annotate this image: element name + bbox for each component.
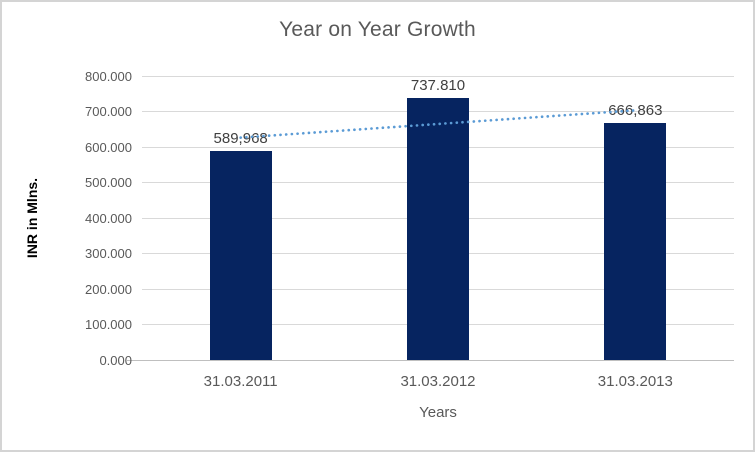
data-label-31.03.2013: 666,863	[608, 102, 663, 120]
y-tick-label: 700.000	[85, 104, 132, 119]
x-tick-label-31.03.2011: 31.03.2011	[203, 373, 278, 390]
x-tick-label-31.03.2013: 31.03.2013	[597, 373, 673, 390]
bar-31.03.2013	[604, 123, 667, 360]
plot-area: 589,968 737.810 666,863	[142, 75, 734, 360]
x-axis-line	[127, 360, 734, 361]
x-axis-title: Years	[419, 404, 457, 421]
chart-title: Year on Year Growth	[279, 18, 476, 41]
y-tick-label: 0.000	[99, 352, 132, 368]
y-tick-label: 300.000	[85, 246, 132, 261]
bar-31.03.2011	[209, 150, 272, 360]
x-tick-label-31.03.2012: 31.03.2012	[400, 373, 476, 390]
data-label-31.03.2011: 589,968	[213, 129, 268, 147]
gridline-800.000	[142, 75, 734, 77]
y-tick-label: 600.000	[85, 139, 132, 155]
y-tick-label: 100.000	[85, 317, 132, 332]
y-tick-label: 400.000	[85, 210, 132, 226]
y-tick-label: 500.000	[85, 175, 132, 190]
data-label-31.03.2012: 737.810	[410, 77, 466, 95]
y-tick-label: 200.000	[85, 281, 132, 297]
y-tick-label: 800.000	[85, 68, 132, 84]
bar-31.03.2012	[407, 98, 469, 360]
